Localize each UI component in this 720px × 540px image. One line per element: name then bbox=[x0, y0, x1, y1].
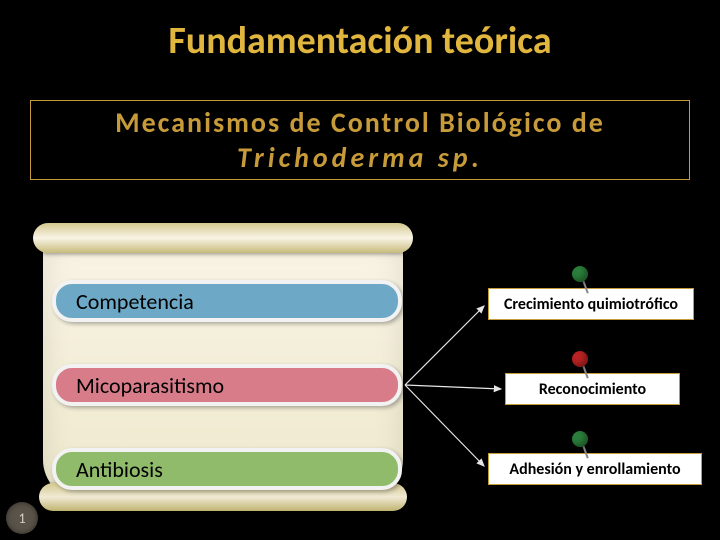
pin-head-1 bbox=[572, 266, 588, 282]
page-title: Fundamentación teórica bbox=[0, 18, 720, 64]
subtitle-line1: Mecanismos de Control Biológico de bbox=[115, 105, 605, 140]
subtitle-box: Mecanismos de Control Biológico de Trich… bbox=[30, 100, 690, 180]
mechanism-competencia: Competencia bbox=[52, 280, 402, 322]
pin-head-2 bbox=[572, 351, 588, 367]
detail-adhesion: Adhesión y enrollamiento bbox=[488, 453, 702, 485]
subtitle-line2: Trichoderma sp. bbox=[237, 140, 483, 175]
mechanism-micoparasitismo: Micoparasitismo bbox=[52, 364, 402, 406]
pushpin-icon bbox=[570, 266, 594, 294]
pushpin-icon bbox=[570, 351, 594, 379]
pushpin-icon bbox=[570, 431, 594, 459]
page-number-badge: 1 bbox=[6, 502, 38, 534]
pin-head-3 bbox=[572, 431, 588, 447]
mechanism-antibiosis: Antibiosis bbox=[52, 448, 402, 490]
